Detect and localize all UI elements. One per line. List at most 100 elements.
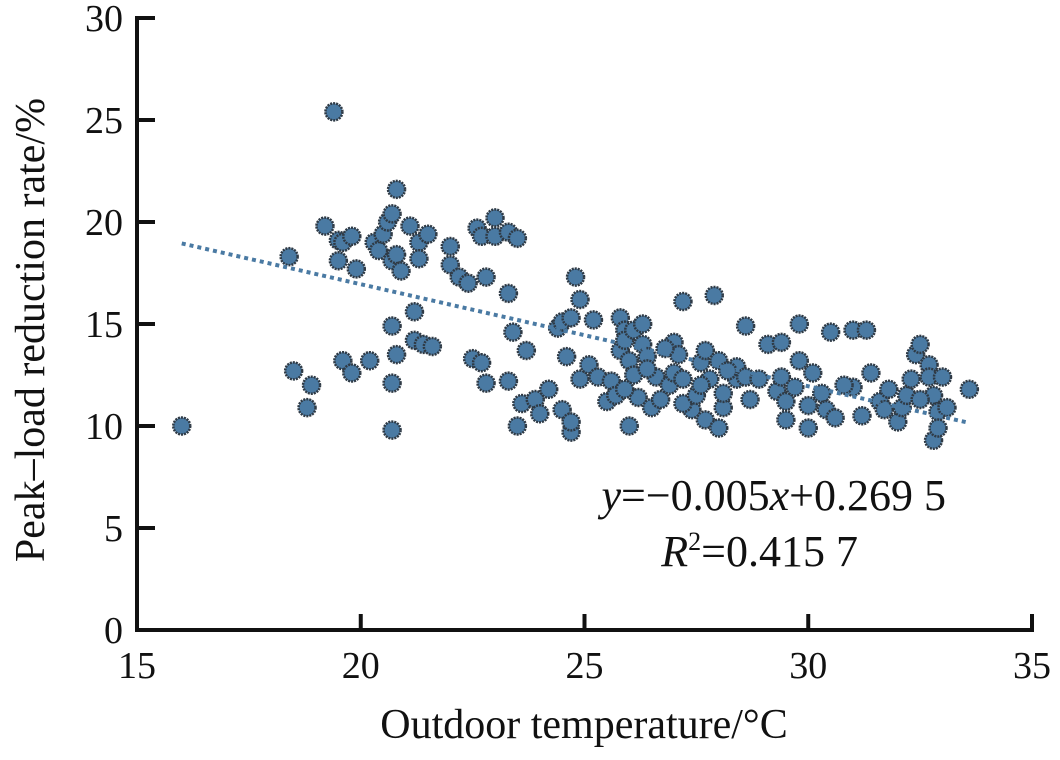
data-point <box>552 399 572 420</box>
trendline-layer <box>181 241 970 425</box>
r-sup: 2 <box>688 527 701 556</box>
data-point <box>386 179 407 200</box>
data-point <box>476 373 496 393</box>
eq-x-var: x <box>769 471 790 520</box>
data-point <box>789 314 810 334</box>
data-point <box>485 208 505 228</box>
data-point <box>861 363 881 383</box>
data-point <box>503 322 523 342</box>
y-tick-label: 25 <box>85 100 123 142</box>
data-point <box>691 375 711 395</box>
x-tick-label: 15 <box>118 645 156 687</box>
y-tick-label: 5 <box>104 508 123 550</box>
data-point <box>619 416 639 436</box>
data-point <box>315 216 335 236</box>
data-point <box>776 391 796 412</box>
data-point <box>615 379 635 400</box>
data-point <box>628 387 648 408</box>
x-axis-title: Outdoor temperature/°C <box>380 702 788 748</box>
axes <box>135 16 1034 632</box>
data-point <box>458 273 478 293</box>
y-tick-label: 15 <box>85 304 123 346</box>
data-point <box>386 344 407 365</box>
data-point <box>704 285 725 306</box>
x-tick-label: 35 <box>1013 645 1051 687</box>
data-point <box>359 350 380 371</box>
data-point <box>342 363 362 383</box>
data-point <box>928 418 948 438</box>
data-point <box>825 408 845 428</box>
data-point <box>400 216 420 236</box>
data-point <box>910 334 930 355</box>
data-point <box>798 395 818 416</box>
data-point <box>771 332 792 353</box>
data-point <box>959 379 980 400</box>
data-point <box>538 379 559 400</box>
data-point <box>673 291 693 312</box>
data-point <box>879 379 899 400</box>
data-point <box>498 371 519 391</box>
data-point <box>556 346 577 367</box>
data-point <box>422 336 443 357</box>
data-point <box>440 236 460 257</box>
data-point <box>368 240 389 261</box>
data-point <box>507 228 528 249</box>
data-point <box>279 246 299 267</box>
data-point <box>802 363 823 383</box>
y-tick-label: 10 <box>85 406 123 448</box>
r-value: =0.415 7 <box>701 527 858 576</box>
data-point <box>655 338 675 359</box>
data-point <box>342 226 362 247</box>
data-point <box>834 375 854 395</box>
data-point <box>937 397 957 418</box>
data-point <box>856 320 877 340</box>
data-point <box>695 340 716 361</box>
data-point <box>579 355 599 375</box>
data-point <box>391 261 411 281</box>
y-tick-label: 30 <box>85 0 123 40</box>
data-point <box>297 397 317 418</box>
data-point <box>735 316 756 336</box>
data-point <box>507 416 528 436</box>
r-squared: R2=0.415 7 <box>660 527 858 576</box>
data-point <box>695 410 716 430</box>
data-point <box>740 389 760 410</box>
data-point <box>409 248 429 269</box>
data-point <box>333 350 353 371</box>
eq-part1: =−0.005 <box>621 471 770 520</box>
data-point <box>637 359 657 379</box>
x-tick-label: 25 <box>566 645 604 687</box>
eq-y-var: y <box>597 471 621 520</box>
data-point <box>382 316 402 336</box>
data-point <box>476 267 496 287</box>
data-point <box>530 404 550 424</box>
y-axis-title: Peak–load reduction rate/% <box>8 98 54 562</box>
data-point <box>283 361 304 381</box>
data-point <box>498 283 519 304</box>
data-point <box>852 406 872 426</box>
data-point <box>516 340 537 361</box>
data-point <box>565 267 586 287</box>
data-point <box>418 224 438 244</box>
data-point <box>561 308 581 328</box>
data-point <box>404 302 425 322</box>
data-point <box>561 412 581 432</box>
data-point <box>328 251 349 271</box>
data-point <box>632 314 653 334</box>
data-point <box>583 310 604 330</box>
data-point <box>440 255 460 275</box>
data-point <box>382 373 402 393</box>
x-tick-label: 30 <box>789 645 827 687</box>
data-point <box>650 389 671 410</box>
data-point <box>789 350 810 371</box>
data-point <box>910 389 930 410</box>
data-point <box>785 377 805 397</box>
data-point <box>673 369 693 389</box>
r-var: R <box>660 527 688 576</box>
data-point <box>301 375 322 395</box>
data-point <box>932 367 953 387</box>
data-point <box>901 369 921 389</box>
x-tick-label: 20 <box>342 645 380 687</box>
data-point <box>471 353 492 373</box>
trendline <box>181 241 970 425</box>
